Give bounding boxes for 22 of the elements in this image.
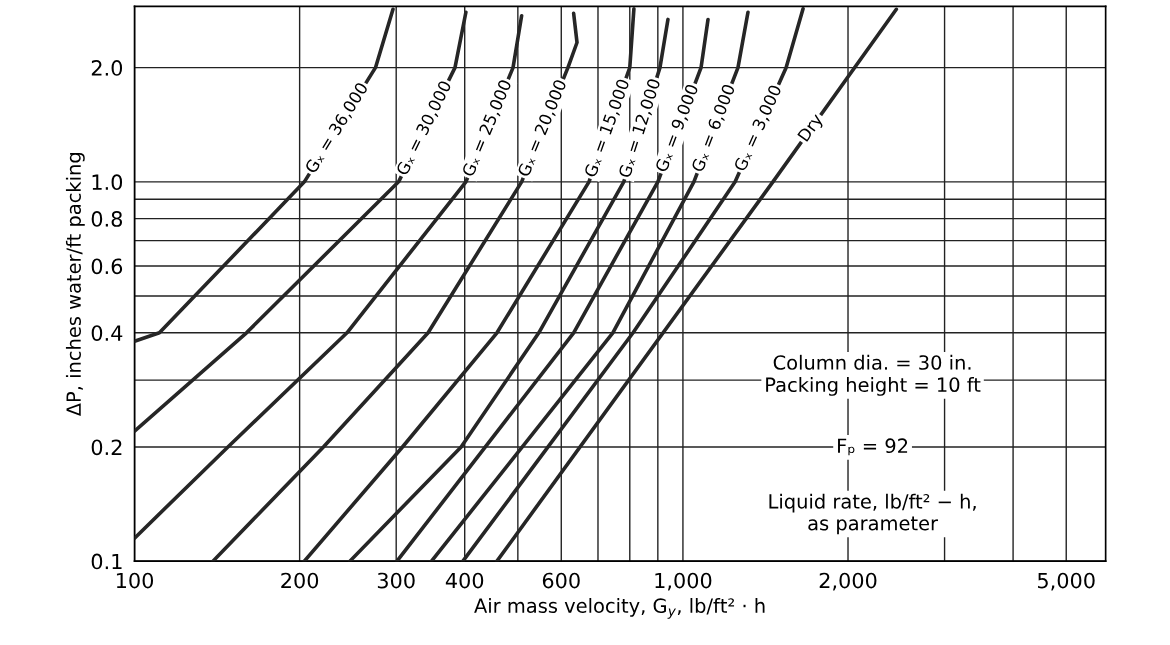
- x-tick-label: 600: [542, 572, 580, 589]
- y-tick-label: 0.8: [91, 211, 123, 227]
- x-tick-label: 5,000: [1038, 572, 1095, 591]
- y-tick-label: 1.0: [92, 174, 123, 191]
- annotation: Fₚ = 92: [838, 438, 908, 456]
- y-tick-label: 0.4: [91, 325, 123, 341]
- x-axis-title: Air mass velocity, G$_{y}$, lb/ft² · h: [474, 597, 765, 619]
- text: Dry: [797, 112, 826, 144]
- x-tick-label: 1,000: [655, 572, 712, 591]
- x-tick-label: 200: [281, 572, 319, 589]
- x-tick-label: 2,000: [819, 572, 877, 591]
- x-tick-label: 400: [445, 572, 484, 589]
- y-axis-title: ΔP, inches water/ft packing: [65, 153, 85, 417]
- annotation: Packing height = 10 ft: [766, 377, 981, 396]
- annotation: Liquid rate, lb/ft² − h, as parameter: [769, 493, 976, 535]
- x-tick-label: 100: [116, 572, 154, 589]
- y-tick-label: 0.6: [91, 258, 123, 275]
- y-tick-label: 0.2: [91, 439, 122, 456]
- y-tick-label: 0.1: [91, 553, 122, 570]
- x-tick-label: 300: [377, 572, 415, 589]
- annotation: Column dia. = 30 in.: [773, 354, 971, 370]
- y-tick-label: 2.0: [91, 60, 123, 76]
